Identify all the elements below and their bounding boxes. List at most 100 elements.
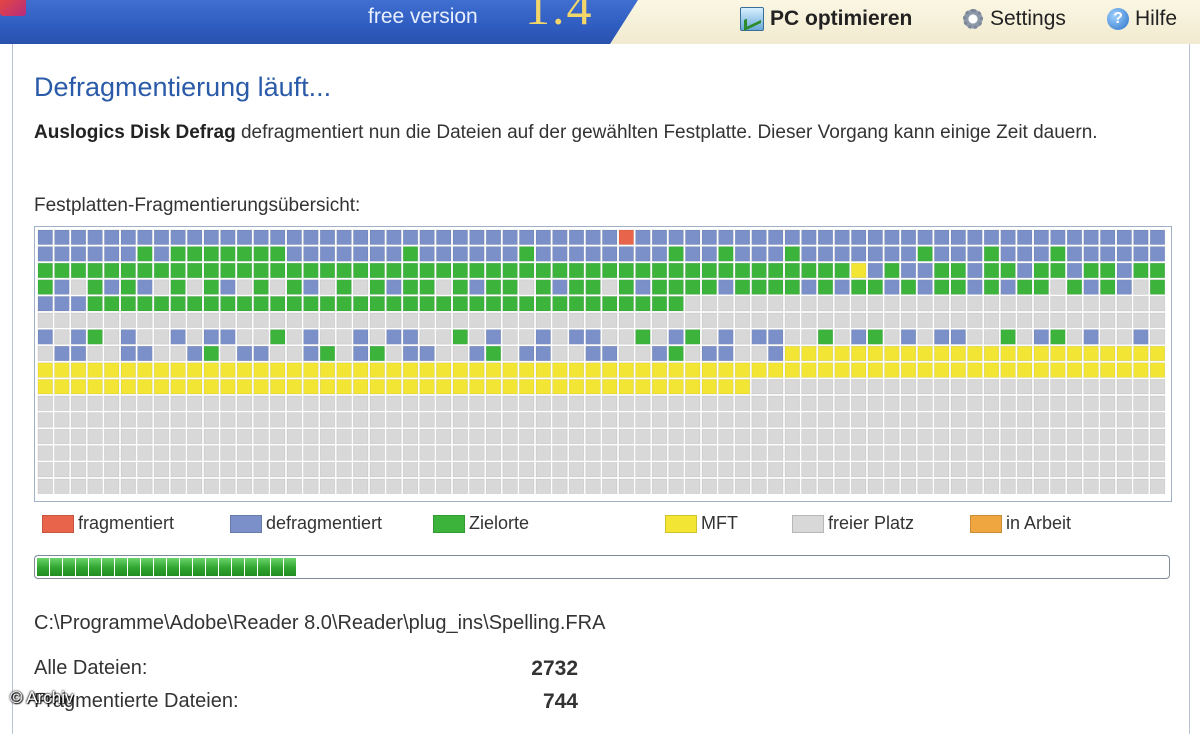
cluster-block <box>485 362 502 378</box>
cluster-block <box>867 345 883 362</box>
cluster-block <box>1050 312 1066 328</box>
cluster-block <box>419 262 435 279</box>
cluster-block <box>419 329 435 345</box>
cluster-block <box>452 279 468 295</box>
settings-link[interactable]: Settings <box>962 7 1066 31</box>
cluster-block <box>452 428 468 445</box>
cluster-block <box>651 379 668 395</box>
cluster-block <box>153 412 170 428</box>
cluster-block <box>701 345 717 362</box>
cluster-block <box>386 428 402 445</box>
cluster-block <box>1066 445 1083 461</box>
cluster-block <box>734 229 751 245</box>
cluster-block <box>120 246 136 262</box>
all-files-value: 2732 <box>531 657 578 680</box>
cluster-block <box>70 312 87 328</box>
cluster-block <box>187 312 203 328</box>
cluster-block <box>153 312 170 328</box>
cluster-block <box>70 462 87 478</box>
cluster-block <box>685 478 701 494</box>
cluster-block <box>950 412 966 428</box>
cluster-block <box>1100 262 1116 279</box>
cluster-block <box>585 379 601 395</box>
cluster-block <box>851 379 867 395</box>
pc-optimize-link[interactable]: PC optimieren <box>740 7 912 31</box>
cluster-block <box>751 229 767 245</box>
cluster-block <box>801 379 817 395</box>
cluster-block <box>851 478 867 494</box>
cluster-block <box>967 312 983 328</box>
cluster-block <box>37 279 53 295</box>
cluster-block <box>220 379 236 395</box>
cluster-block <box>618 329 634 345</box>
cluster-block <box>220 445 236 461</box>
cluster-block <box>1100 379 1116 395</box>
cluster-block <box>1116 246 1132 262</box>
cluster-block <box>519 379 535 395</box>
cluster-block <box>170 229 186 245</box>
cluster-block <box>867 262 883 279</box>
cluster-block <box>104 379 120 395</box>
cluster-block <box>585 345 601 362</box>
cluster-block <box>137 412 153 428</box>
help-link[interactable]: ? Hilfe <box>1107 7 1177 31</box>
cluster-block <box>635 395 651 411</box>
map-title: Festplatten-Fragmentierungsübersicht: <box>34 195 361 216</box>
cluster-block <box>734 478 751 494</box>
cluster-block <box>1149 296 1166 312</box>
cluster-block <box>336 445 352 461</box>
cluster-block <box>668 478 684 494</box>
cluster-block <box>87 296 103 312</box>
cluster-block <box>485 395 502 411</box>
cluster-block <box>336 262 352 279</box>
app-logo-icon <box>0 0 26 16</box>
legend: fragmentiert defragmentiert Zielorte MFT… <box>0 513 1200 537</box>
cluster-block <box>54 445 70 461</box>
cluster-block <box>867 478 883 494</box>
cluster-block <box>519 246 535 262</box>
cluster-block <box>1033 412 1049 428</box>
cluster-block <box>485 445 502 461</box>
cluster-block <box>768 229 784 245</box>
cluster-block <box>602 279 618 295</box>
cluster-block <box>917 246 933 262</box>
cluster-block <box>851 329 867 345</box>
cluster-block <box>734 329 751 345</box>
cluster-block <box>436 246 452 262</box>
cluster-block <box>70 345 87 362</box>
cluster-block <box>784 262 800 279</box>
cluster-block <box>153 478 170 494</box>
progress-segment <box>258 558 270 576</box>
cluster-block <box>751 362 767 378</box>
cluster-block <box>718 229 734 245</box>
cluster-block <box>784 296 800 312</box>
cluster-block <box>386 445 402 461</box>
cluster-block <box>1116 329 1132 345</box>
cluster-block <box>900 478 917 494</box>
cluster-block <box>236 379 253 395</box>
progress-segment <box>154 558 166 576</box>
cluster-block <box>419 428 435 445</box>
cluster-block <box>469 296 485 312</box>
cluster-block <box>967 296 983 312</box>
cluster-block <box>70 445 87 461</box>
cluster-block <box>1116 428 1132 445</box>
cluster-block <box>884 428 900 445</box>
help-icon: ? <box>1107 8 1129 30</box>
cluster-block <box>369 445 385 461</box>
cluster-block <box>950 428 966 445</box>
cluster-block <box>303 246 319 262</box>
progress-segment <box>37 558 49 576</box>
cluster-block <box>286 395 302 411</box>
cluster-block <box>87 312 103 328</box>
cluster-block <box>137 379 153 395</box>
cluster-block <box>768 246 784 262</box>
cluster-block <box>585 428 601 445</box>
cluster-block <box>535 428 551 445</box>
cluster-block <box>568 445 585 461</box>
cluster-block <box>1050 246 1066 262</box>
cluster-block <box>54 412 70 428</box>
cluster-block <box>934 412 950 428</box>
cluster-block <box>834 329 850 345</box>
cluster-block <box>286 229 302 245</box>
